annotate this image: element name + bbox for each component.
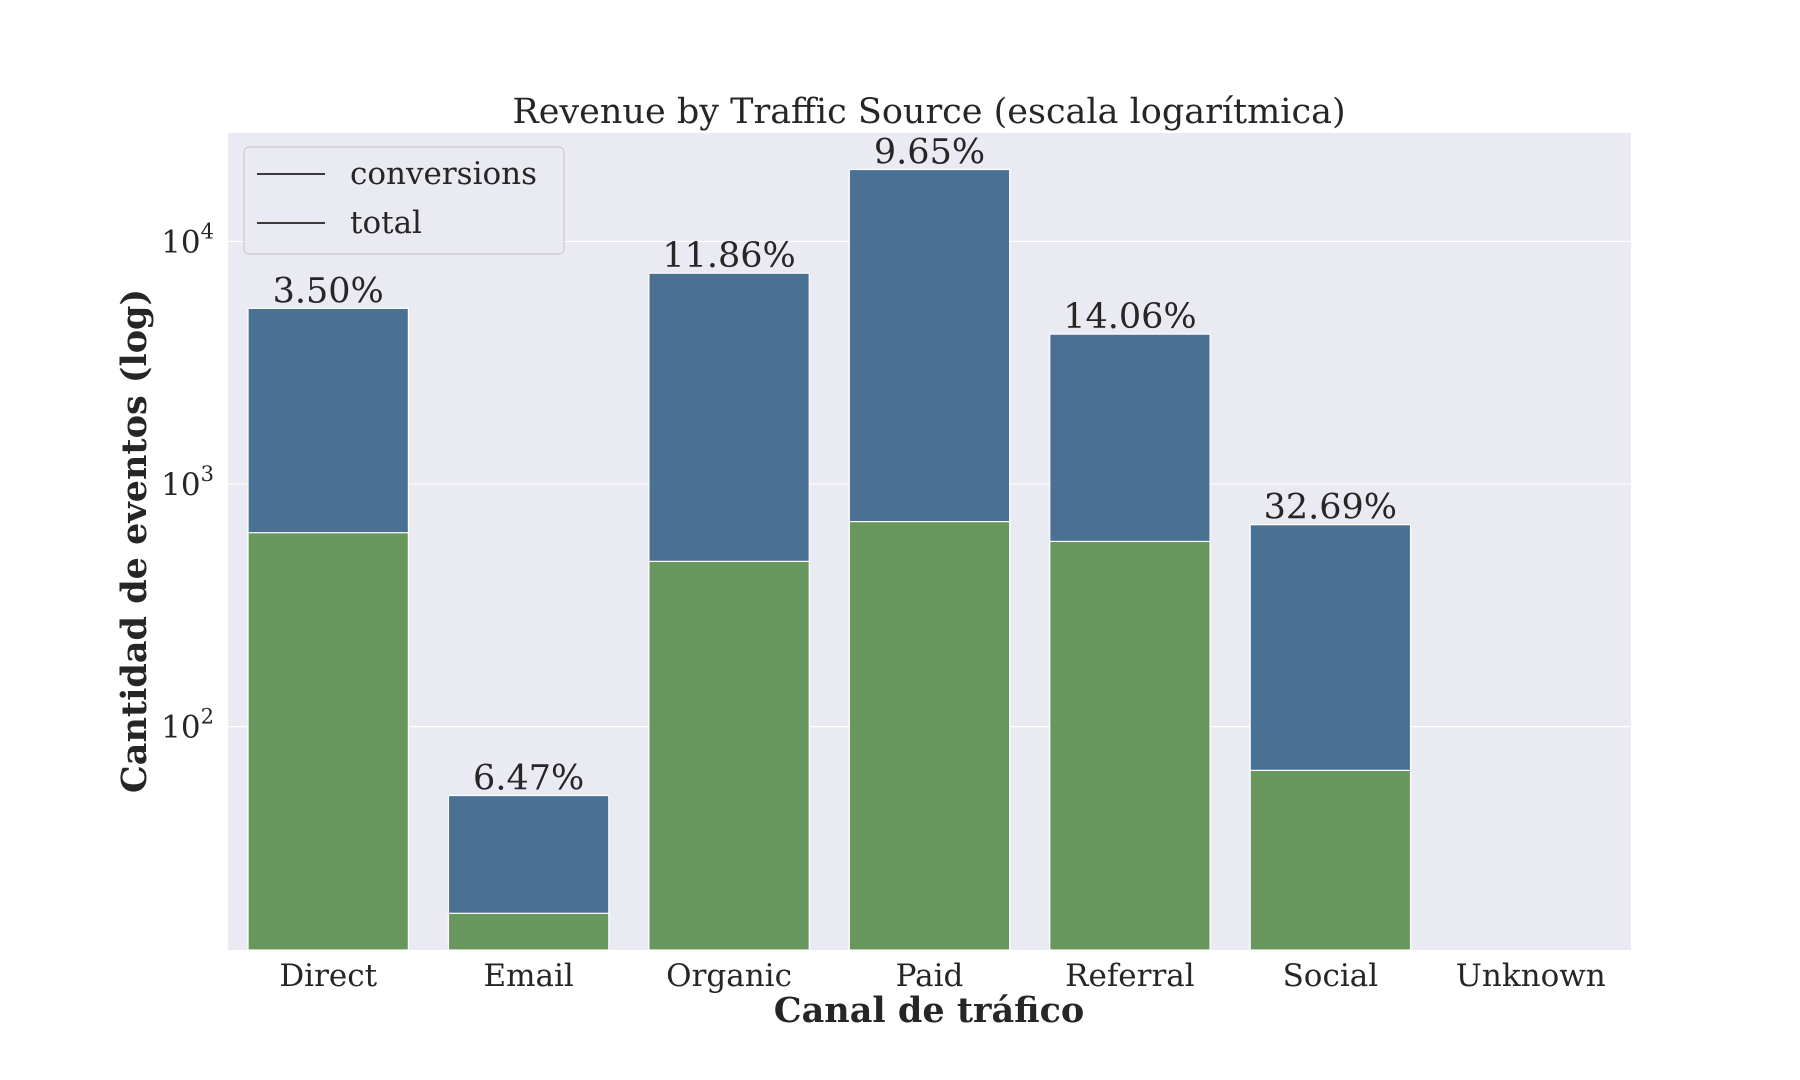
x-tick-label: Direct — [279, 958, 377, 994]
y-tick-exponent: 2 — [201, 705, 214, 729]
legend-label-conversions: conversions — [350, 156, 537, 192]
bar-conversions-email — [447, 912, 610, 951]
x-axis-label: Canal de tráfico — [774, 990, 1084, 1031]
bar-rate-label: 3.50% — [273, 271, 384, 311]
x-tick-label: Unknown — [1456, 958, 1606, 994]
bar-rate-label: 6.47% — [473, 759, 584, 799]
y-tick-label: 103 — [161, 462, 214, 503]
y-tick-exponent: 4 — [201, 219, 214, 243]
chart-title: Revenue by Traffic Source (escala logarí… — [512, 92, 1345, 132]
bars — [247, 168, 1412, 951]
bar-conversions-organic — [648, 560, 810, 951]
bar-rate-label: 14.06% — [1063, 297, 1196, 337]
bar-conversions-social — [1249, 769, 1412, 951]
x-tick-labels: Direct Email Organic Paid Referral Social Unkn… — [279, 958, 1605, 994]
y-tick-base: 10 — [161, 224, 200, 260]
x-tick-label: Referral — [1065, 958, 1195, 994]
data-labels: 3.50% 6.47% 11.86% 9.65% 14.06% 32.69% — [273, 133, 1397, 799]
bar-rate-label: 32.69% — [1264, 488, 1397, 528]
y-tick-base: 10 — [161, 467, 200, 503]
y-tick-label: 104 — [161, 219, 214, 260]
y-axis-label: Cantidad de eventos (log) — [114, 289, 155, 793]
legend: conversions total — [243, 146, 565, 255]
y-tick-base: 10 — [161, 710, 200, 746]
x-tick-label: Email — [483, 958, 573, 994]
bar-rate-label: 11.86% — [662, 236, 795, 276]
bar-conversions-paid — [848, 521, 1011, 951]
bar-rate-label: 9.65% — [874, 133, 985, 173]
x-tick-label: Social — [1283, 958, 1379, 994]
x-tick-label: Organic — [666, 958, 792, 994]
x-tick-label: Paid — [896, 958, 964, 994]
legend-label-total: total — [350, 205, 422, 241]
bar-conversions-direct — [247, 532, 409, 951]
bar-conversions-referral — [1049, 540, 1211, 951]
y-tick-label: 102 — [161, 705, 214, 746]
y-tick-exponent: 3 — [201, 462, 214, 486]
